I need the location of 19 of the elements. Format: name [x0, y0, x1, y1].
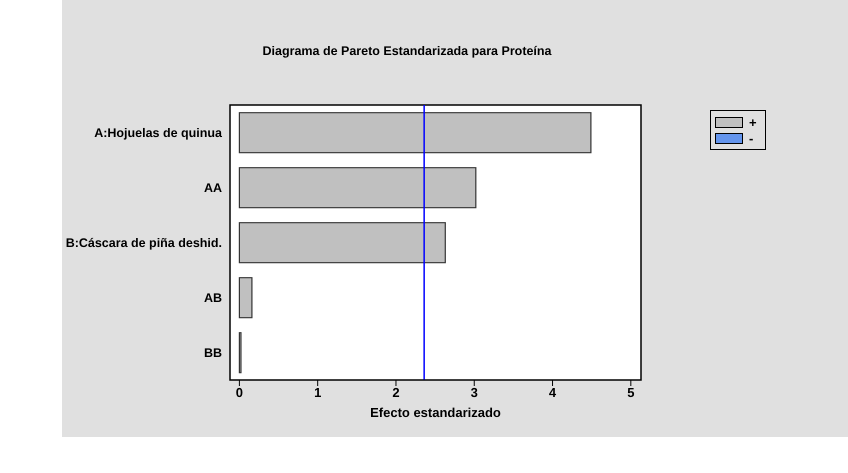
bar: [238, 112, 592, 154]
legend-label: -: [749, 130, 754, 146]
bar: [238, 277, 253, 318]
x-tick-label: 4: [548, 385, 557, 400]
bar: [238, 222, 446, 264]
y-tick-label: A:Hojuelas de quinua: [94, 126, 224, 140]
x-tick-label: 5: [627, 385, 634, 400]
chart-title: Diagrama de Pareto Estandarizada para Proteína: [262, 44, 552, 58]
x-tick-label: 1: [314, 385, 322, 400]
y-tick-label: BB: [204, 346, 222, 360]
x-tick-label: 3: [470, 385, 478, 400]
x-tick-label: 2: [392, 385, 400, 400]
y-tick-label: AA: [204, 180, 222, 195]
y-tick-label: B:Cáscara de piña deshid.: [66, 236, 222, 250]
y-tick-label: AB: [204, 290, 222, 305]
bar: [238, 167, 476, 208]
legend-label: +: [749, 114, 757, 130]
x-axis-title: Efecto estandarizado: [370, 405, 501, 420]
x-tick-label: 0: [236, 385, 244, 400]
